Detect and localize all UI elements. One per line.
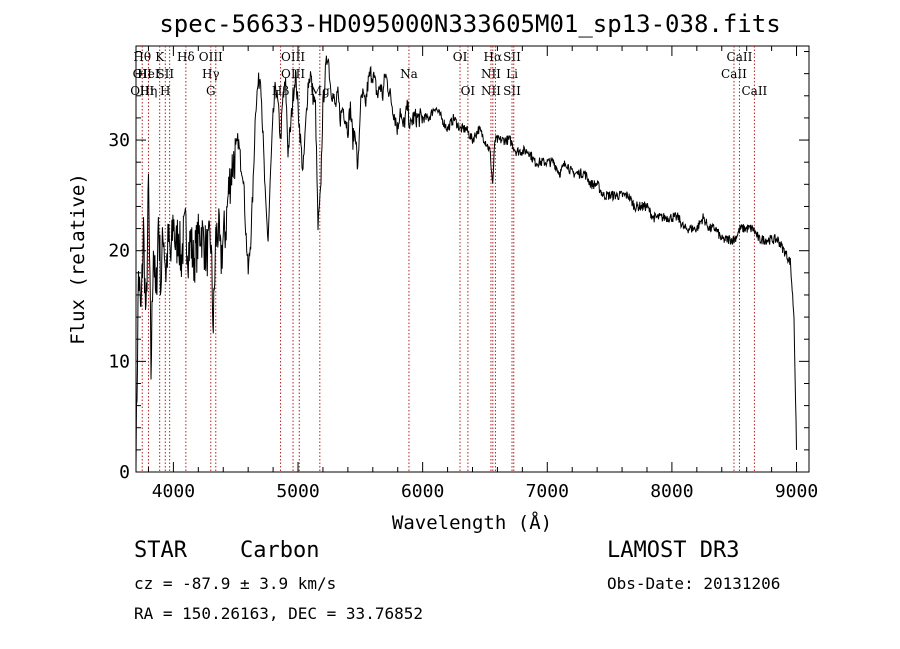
plot-frame [135, 45, 810, 473]
x-tick-label: 7000 [526, 481, 569, 502]
x-tick-label: 9000 [775, 481, 818, 502]
coordinates: RA = 150.26163, DEC = 33.76852 [134, 604, 423, 623]
x-tick-label: 5000 [276, 481, 319, 502]
obs-date: Obs-Date: 20131206 [607, 574, 781, 593]
spectral-line-label: OIII [281, 50, 305, 64]
spectral-line-label: K [155, 50, 165, 64]
spectral-line-label: CaII [721, 67, 747, 81]
x-tick-label: 4000 [152, 481, 195, 502]
x-tick-label: 8000 [650, 481, 693, 502]
survey-name: LAMOST DR3 [607, 538, 740, 563]
spectral-line-label: Hα [484, 50, 503, 64]
x-tick-label: 6000 [401, 481, 444, 502]
object-class: STAR [134, 538, 187, 563]
spectral-line-label: OIII [199, 50, 223, 64]
spectral-line-label: NII [481, 84, 501, 98]
y-tick-label: 10 [108, 351, 130, 372]
spectral-line-label: SII [503, 84, 521, 98]
spectral-line-label: CaII [727, 50, 753, 64]
spectral-line-label: Na [400, 67, 418, 81]
spectral-line-label: Hγ [202, 67, 220, 81]
spectral-line-label: HeI [137, 67, 160, 81]
y-tick-label: 20 [108, 241, 130, 262]
spectral-line-label: OIII [130, 84, 154, 98]
y-axis-label: Flux (relative) [67, 173, 89, 345]
spectral-line-label: SII [156, 67, 174, 81]
x-axis-label: Wavelength (Å) [392, 511, 552, 534]
spectral-line-label: Hδ [177, 50, 195, 64]
spectral-line-label: Hθ [133, 50, 151, 64]
spectral-line-label: OIII [281, 67, 305, 81]
spectral-line-label: CaII [741, 84, 767, 98]
spectral-line-label: OII [133, 67, 153, 81]
redshift-text: cz = -87.9 ± 3.9 km/s [134, 574, 337, 593]
spectral-line-label: OI [461, 84, 476, 98]
spectral-line-label: Li [506, 67, 518, 81]
y-tick-label: 30 [108, 130, 130, 151]
chart-title: spec-56633-HD095000N333605M01_sp13-038.f… [159, 10, 780, 38]
spectral-line-label: Hη [140, 84, 158, 98]
spectral-line-label: NII [481, 67, 501, 81]
spectral-line-label: OI [453, 50, 468, 64]
object-subclass: Carbon [240, 538, 320, 563]
y-tick-label: 0 [119, 462, 130, 483]
axis-ticks-layer: 4000 5000 6000 7000 8000 9000 0 10 20 30 [108, 46, 818, 502]
spectral-line-label: H [160, 84, 170, 98]
spectral-line-label: G [206, 84, 216, 98]
spectral-line-label: SII [503, 50, 521, 64]
spectrum-line [135, 55, 797, 470]
